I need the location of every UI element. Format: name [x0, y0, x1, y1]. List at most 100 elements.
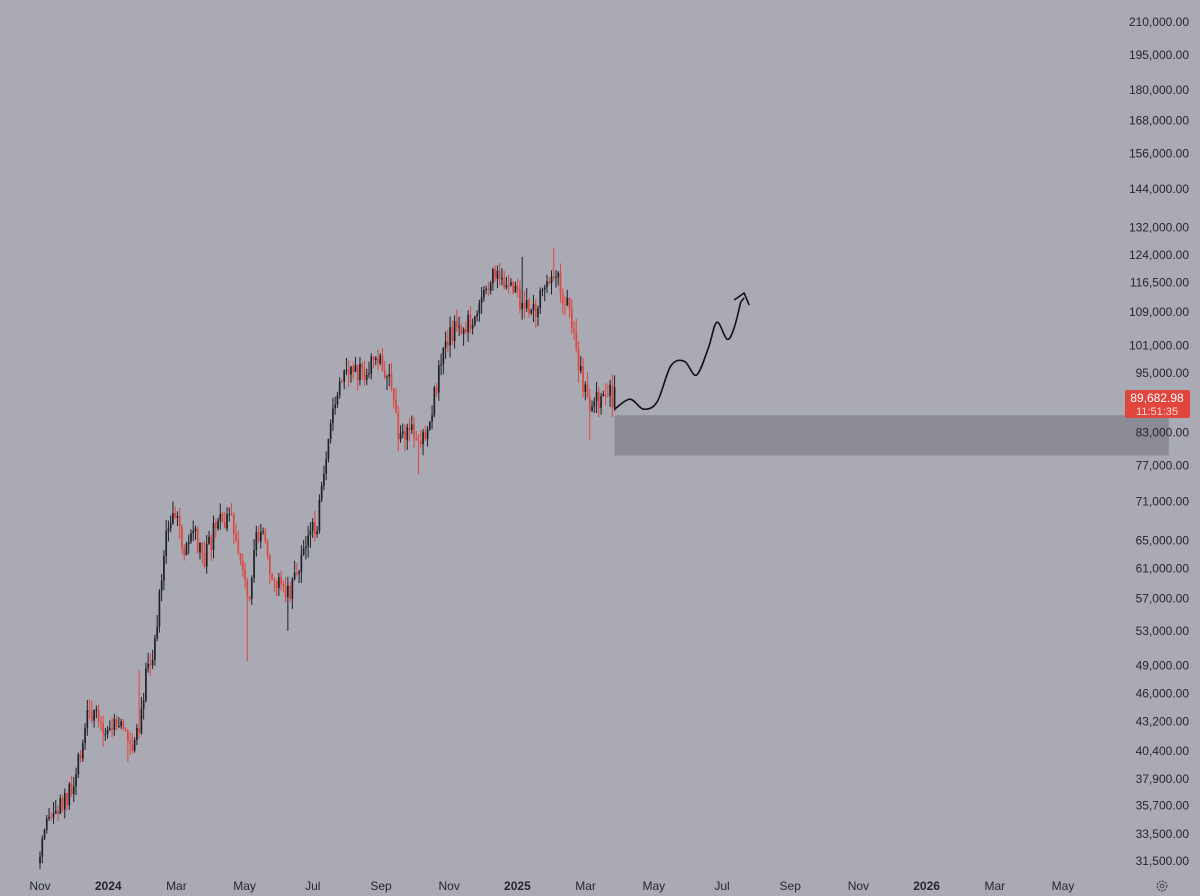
candle-body [440, 364, 442, 366]
candle [282, 580, 285, 593]
candle-body [428, 421, 431, 430]
candle [505, 276, 508, 290]
candle [417, 434, 420, 475]
candle [75, 767, 77, 795]
candle [298, 569, 300, 584]
candle [264, 527, 267, 544]
candle-body [75, 774, 77, 787]
candle [176, 511, 179, 527]
candle [582, 358, 584, 398]
candle [235, 523, 237, 543]
candle [205, 535, 208, 574]
candle-body [273, 579, 276, 581]
candle-body [458, 326, 460, 328]
candle [404, 424, 406, 452]
candle-body [122, 721, 125, 729]
x-axis-tick-label: Nov [439, 879, 460, 893]
candle-body [118, 725, 120, 727]
candle-body [140, 708, 143, 733]
candle [440, 353, 442, 376]
candle-body [476, 313, 478, 317]
candle [43, 828, 46, 841]
candle [399, 425, 402, 443]
candle [241, 553, 244, 578]
y-axis-tick-label: 101,000.00 [1129, 339, 1189, 353]
candle [93, 709, 95, 728]
candle-body [354, 365, 357, 373]
candle-body [487, 288, 490, 291]
y-axis-tick-label: 49,000.00 [1136, 659, 1190, 673]
candle [480, 287, 483, 315]
candle [456, 309, 458, 332]
candle-body [406, 427, 409, 440]
candle-body [253, 550, 255, 579]
candle-body [573, 327, 575, 332]
candle-body [187, 541, 190, 545]
candle [250, 575, 253, 605]
candle-body [431, 415, 433, 422]
candle [446, 329, 449, 352]
candle-body [564, 304, 566, 306]
candle-body [136, 727, 138, 740]
candle [428, 420, 431, 432]
candle [397, 405, 400, 452]
candle [343, 369, 346, 390]
candle [214, 518, 217, 539]
candle [163, 550, 165, 591]
candle-body [446, 341, 449, 346]
y-axis-tick-label: 156,000.00 [1129, 146, 1189, 160]
candle-body [280, 577, 282, 585]
candle-body [350, 366, 352, 375]
candle [268, 553, 271, 584]
last-price-value: 89,682.98 [1130, 391, 1184, 405]
candle [415, 431, 418, 441]
candle-body [151, 659, 154, 666]
candle-body [72, 786, 75, 795]
candle-body [361, 363, 364, 369]
candle [109, 720, 111, 732]
candle-body [503, 277, 506, 288]
candle-body [165, 531, 168, 556]
candle-body [401, 431, 404, 434]
candle [41, 835, 44, 864]
candle-body [341, 381, 343, 383]
y-axis-tick-label: 210,000.00 [1129, 15, 1189, 29]
candle [334, 396, 337, 415]
candle-body [45, 818, 48, 830]
candle-body [300, 554, 303, 572]
candle-body [54, 810, 57, 814]
candle [131, 733, 134, 754]
y-axis-tick-label: 71,000.00 [1136, 495, 1190, 509]
gear-icon[interactable] [1156, 880, 1168, 892]
projection-curve [614, 301, 742, 411]
candle-body [456, 321, 458, 328]
candle [395, 387, 397, 414]
candle-body [302, 548, 305, 555]
candle-body [356, 365, 359, 381]
candle-body [550, 276, 553, 284]
y-axis-tick-label: 53,000.00 [1136, 624, 1190, 638]
candle-body [235, 534, 237, 541]
candle [106, 725, 109, 739]
candle [442, 346, 445, 375]
candle-body [115, 719, 118, 727]
candle [271, 573, 273, 581]
candle [70, 775, 73, 797]
candle-body [368, 373, 370, 375]
candle-body [57, 810, 59, 814]
candle-body [307, 535, 309, 547]
candle-body [501, 277, 503, 280]
candle-body [63, 792, 66, 810]
candle [124, 727, 127, 733]
candle-body [559, 272, 562, 294]
candle-body [555, 277, 557, 279]
y-axis-tick-label: 109,000.00 [1129, 305, 1189, 319]
candle-body [433, 387, 436, 416]
y-axis-tick-label: 43,200.00 [1136, 714, 1190, 728]
candle-body [505, 285, 508, 288]
candle-body [296, 572, 298, 574]
candle [219, 503, 222, 530]
last-price-label-background [1125, 390, 1190, 418]
candle [519, 280, 521, 314]
